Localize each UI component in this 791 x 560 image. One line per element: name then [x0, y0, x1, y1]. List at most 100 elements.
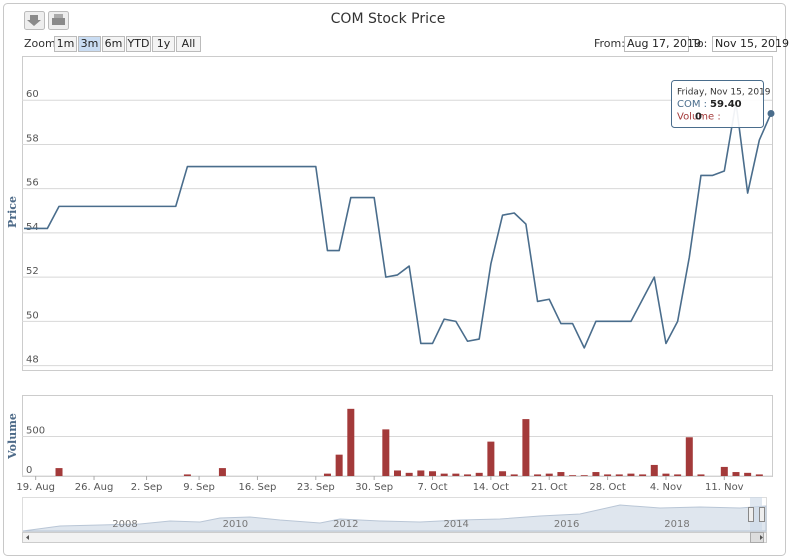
- volume-bar: [323, 473, 331, 476]
- range-button[interactable]: [78, 36, 101, 52]
- volume-bar: [522, 419, 530, 476]
- volume-bar: [755, 474, 763, 476]
- range-button-label[interactable]: YTD: [127, 37, 150, 50]
- navigator-range[interactable]: [750, 497, 762, 531]
- y-tick-label: 58: [26, 133, 39, 144]
- volume-bar: [499, 471, 507, 476]
- volume-bar: [545, 473, 553, 476]
- y-tick-label: 52: [26, 266, 39, 277]
- volume-bar: [452, 473, 460, 476]
- range-button-label[interactable]: 1y: [157, 37, 171, 50]
- price-line: [24, 101, 772, 349]
- volume-bar: [440, 473, 448, 476]
- navigator-handle[interactable]: [748, 507, 754, 522]
- y-tick-label: 48: [26, 355, 39, 366]
- volume-bar: [744, 472, 752, 476]
- x-tick-label: 11. Nov: [705, 482, 744, 493]
- download-button[interactable]: [24, 11, 45, 30]
- volume-bar: [674, 474, 682, 476]
- navigator-label: 2012: [333, 519, 358, 530]
- scrollbar-thumb[interactable]: [750, 532, 764, 543]
- volume-bar: [464, 474, 472, 476]
- from-label: From:: [594, 37, 625, 50]
- volume-bar: [347, 408, 355, 476]
- scroll-right[interactable]: [760, 535, 763, 540]
- volume-bar: [732, 472, 740, 476]
- navigator-label: 2018: [664, 519, 689, 530]
- navigator-label: 2010: [223, 519, 248, 530]
- x-tick-label: 2. Sep: [131, 482, 163, 493]
- x-tick-label: 26. Aug: [75, 482, 114, 493]
- volume-bar: [580, 475, 588, 476]
- navigator-area: [22, 504, 767, 532]
- x-tick-label: 14. Oct: [473, 482, 509, 493]
- navigator-label: 2014: [443, 519, 468, 530]
- volume-bar: [720, 466, 728, 476]
- zoom-label: Zoom: [24, 37, 56, 50]
- from-value[interactable]: Aug 17, 2019: [627, 37, 701, 50]
- volume-bar: [475, 472, 483, 476]
- y2-tick-label: 0: [26, 465, 32, 476]
- x-tick-label: 16. Sep: [238, 482, 276, 493]
- navigator-label: 2016: [554, 519, 579, 530]
- volume-bar: [218, 468, 226, 476]
- to-input[interactable]: [712, 36, 777, 52]
- volume-bar: [55, 468, 63, 476]
- volume-bar: [627, 473, 635, 476]
- tooltip-value: 59.40: [710, 99, 742, 110]
- x-tick-label: 19. Aug: [16, 482, 55, 493]
- range-button[interactable]: [102, 36, 125, 52]
- y-tick-label: 54: [26, 222, 39, 233]
- volume-bar: [510, 474, 518, 476]
- volume-bar: [592, 472, 600, 476]
- range-button-label[interactable]: All: [182, 37, 196, 50]
- tooltip-header: Friday, Nov 15, 2019: [677, 88, 771, 98]
- volume-bar: [534, 474, 542, 476]
- range-button[interactable]: [126, 36, 151, 52]
- x-tick-label: 28. Oct: [589, 482, 625, 493]
- range-button[interactable]: [54, 36, 77, 52]
- volume-bar: [650, 464, 658, 476]
- navigator-label: 2008: [112, 519, 137, 530]
- scrollbar[interactable]: [22, 532, 767, 543]
- volume-bar: [615, 474, 623, 476]
- to-label: To:: [691, 37, 707, 50]
- print-button[interactable]: [48, 11, 69, 30]
- volume-bar: [569, 475, 577, 476]
- volume-bar: [382, 429, 390, 476]
- range-button-label[interactable]: 1m: [57, 37, 75, 50]
- volume-bar: [604, 474, 612, 476]
- volume-bar: [697, 474, 705, 476]
- tooltip-value: 0: [695, 112, 702, 123]
- volume-bar: [417, 470, 425, 476]
- x-tick-label: 7. Oct: [418, 482, 448, 493]
- x-tick-label: 30. Sep: [355, 482, 393, 493]
- range-button[interactable]: [176, 36, 201, 52]
- range-button-label[interactable]: 6m: [105, 37, 123, 50]
- volume-bar: [394, 470, 401, 476]
- y2-tick-label: 500: [26, 425, 45, 436]
- volume-bar: [183, 474, 191, 476]
- x-tick-label: 21. Oct: [531, 482, 567, 493]
- navigator-handle[interactable]: [759, 507, 765, 522]
- from-input[interactable]: [624, 36, 689, 52]
- volume-bar: [685, 437, 693, 476]
- y-tick-label: 56: [26, 178, 39, 189]
- x-tick-label: 9. Sep: [183, 482, 215, 493]
- scroll-left[interactable]: [26, 535, 29, 540]
- volume-bar: [662, 473, 670, 476]
- range-button[interactable]: [152, 36, 175, 52]
- volume-bar: [405, 472, 413, 476]
- price-plot-frame: [22, 56, 773, 371]
- y-tick-label: 50: [26, 310, 39, 321]
- x-tick-label: 4. Nov: [650, 482, 682, 493]
- range-button-label[interactable]: 3m: [81, 37, 99, 50]
- x-tick-label: 23. Sep: [297, 482, 335, 493]
- y-tick-label: 60: [26, 89, 39, 100]
- tooltip-label: COM :: [677, 99, 707, 110]
- to-value[interactable]: Nov 15, 2019: [715, 37, 789, 50]
- tooltip-label: Volume :: [677, 112, 721, 123]
- y2-axis-title: Volume: [6, 413, 19, 460]
